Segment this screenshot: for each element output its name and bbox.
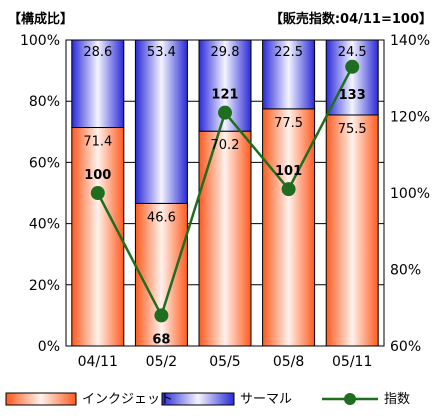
left-tick-label: 60%: [29, 155, 60, 171]
index-point: [90, 186, 105, 200]
inkjet-value-label: 46.6: [147, 210, 176, 225]
legend-inkjet-label: インクジェット: [82, 392, 174, 407]
right-tick-label: 120%: [390, 110, 430, 126]
index-point: [154, 308, 169, 323]
x-tick-label: 05/2: [146, 354, 177, 370]
inkjet-bar: [262, 108, 316, 347]
left-tick-label: 20%: [29, 278, 60, 294]
left-tick-label: 0%: [38, 339, 60, 355]
x-tick-label: 05/8: [273, 354, 304, 370]
right-tick-label: 80%: [390, 263, 421, 279]
right-tick-label: 140%: [390, 33, 430, 49]
inkjet-value-label: 71.4: [83, 135, 112, 150]
thermal-value-label: 22.5: [274, 45, 303, 60]
legend-index-marker: [344, 393, 356, 405]
plot-frame: [65, 39, 385, 347]
legend-swatches: [5, 392, 378, 406]
inkjet-bar: [325, 114, 379, 347]
legend-inkjet-swatch: [5, 392, 77, 406]
thermal-value-label: 29.8: [211, 45, 240, 60]
inkjet-bar: [198, 130, 252, 347]
left-tick-label: 80%: [29, 94, 60, 110]
index-value-label: 68: [152, 332, 170, 347]
index-value-label: 101: [275, 164, 302, 179]
x-tick-label: 05/5: [209, 354, 240, 370]
inkjet-bar: [71, 127, 125, 347]
thermal-bar: [71, 39, 125, 129]
axes: 0% 20% 40% 60% 80% 100% 60% 80% 100% 120% 140% 04/1…: [20, 33, 430, 370]
chart-title: 【構成比】: [8, 12, 74, 27]
index-line: [90, 59, 360, 323]
thermal-value-label: 24.5: [338, 45, 367, 60]
data-labels: 28.6 71.4 53.4 46.6 29.8 70.2 22.5 77.5 24.5 75.5…: [83, 45, 366, 347]
legend-index-label: 指数: [384, 392, 411, 407]
index-value-label: 133: [339, 88, 366, 103]
x-tick-label: 05/11: [332, 354, 372, 370]
legend-thermal-swatch: [161, 392, 235, 406]
thermal-value-label: 53.4: [147, 45, 176, 60]
thermal-bar: [134, 39, 188, 204]
index-point: [281, 182, 296, 197]
index-value-label: 121: [211, 88, 238, 103]
index-point: [345, 59, 360, 74]
inkjet-value-label: 77.5: [274, 116, 303, 131]
thermal-value-label: 28.6: [83, 45, 112, 60]
stacked-bars: [71, 39, 379, 347]
inkjet-value-label: 75.5: [338, 122, 367, 137]
right-tick-label: 100%: [390, 186, 430, 202]
index-point: [218, 105, 232, 120]
right-tick-label: 60%: [390, 339, 421, 355]
inkjet-value-label: 70.2: [211, 138, 240, 153]
index-base-note: 【販売指数:04/11=100】: [269, 12, 432, 27]
left-tick-label: 100%: [20, 33, 60, 49]
left-tick-label: 40%: [29, 217, 60, 233]
index-value-label: 100: [84, 168, 111, 183]
legend-thermal-label: サーマル: [240, 392, 293, 407]
x-tick-label: 04/11: [78, 354, 118, 370]
